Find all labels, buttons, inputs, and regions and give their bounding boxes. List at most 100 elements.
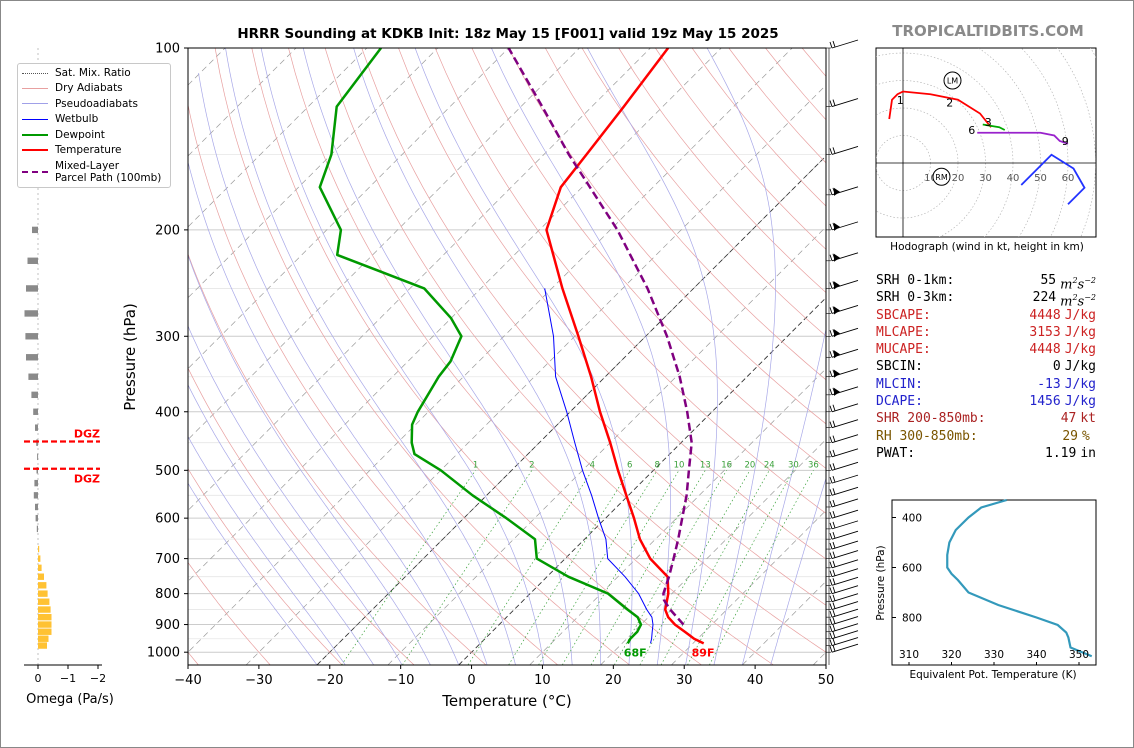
wind-barb: [829, 559, 859, 569]
parameter-unit: J/kg: [1064, 324, 1096, 340]
parameter-row: SRH 0-1km: 55 m2s−2: [876, 272, 1096, 292]
legend-swatch: [22, 103, 48, 105]
mixing-ratio-line: [687, 470, 794, 665]
parameter-value: 4448: [1029, 307, 1061, 323]
wind-barb-feather: [832, 281, 836, 288]
wind-barb-feather: [832, 532, 836, 539]
hodograph-height-label: 1: [897, 94, 904, 107]
hodograph-frame: [875, 47, 1097, 238]
omega-bar: [35, 514, 38, 522]
wind-barb-flag: [834, 387, 840, 396]
pseudoadiabat-line: [188, 384, 374, 665]
wind-barb-feather: [832, 40, 836, 48]
omega-bar: [38, 582, 47, 589]
omega-bar: [38, 564, 42, 572]
x-tick-label: 40: [747, 673, 764, 688]
parameter-row: SRH 0-3km: 224 m2s−2: [876, 289, 1096, 309]
wind-barb: [829, 280, 859, 290]
omega-bar: [31, 391, 38, 399]
skewt-background-lines: [188, 48, 826, 665]
series-line-temperature: [545, 48, 705, 645]
y-axis-label: Pressure (hPa): [121, 303, 139, 411]
wind-barb: [829, 252, 859, 262]
wind-barbs: [826, 39, 859, 665]
hodograph-trace: [982, 123, 1006, 131]
omega-bar: [38, 628, 52, 635]
pseudoadiabat-line: [706, 48, 776, 665]
parameter-label: SHR 200-850mb:: [876, 411, 986, 427]
wind-barb-feather: [832, 631, 836, 638]
wind-barb-feather: [832, 420, 836, 427]
parameters-table: SRH 0-1km: 55 m2s−2 SRH 0-3km: 224 m2s−2 SBCAP…: [876, 272, 1096, 462]
wind-barb-feather: [829, 522, 833, 530]
wind-barb-feather: [832, 329, 836, 336]
parameter-value: 4448: [1029, 342, 1061, 358]
wind-barb: [829, 601, 859, 610]
wind-barb-staff: [831, 498, 859, 508]
hodograph-height-label: 3: [985, 116, 992, 129]
theta-e-x-tick-label: 320: [941, 649, 961, 661]
x-tick-label: −30: [245, 673, 272, 688]
legend-item: Temperature: [22, 143, 122, 157]
wind-barb: [829, 327, 859, 338]
omega-bar: [38, 598, 50, 605]
y-tick-label: 100: [155, 42, 180, 57]
wind-barb-feather: [829, 639, 833, 646]
hodograph-marker-label: LM: [947, 77, 958, 86]
wind-barb-flag: [834, 350, 840, 359]
wind-barb-staff: [831, 461, 859, 471]
isotherm-line: [529, 368, 826, 665]
wind-barb-feather: [829, 436, 833, 443]
brand-watermark: TROPICALTIDBITS.COM: [892, 22, 1084, 40]
isotherm-line: [458, 297, 826, 665]
wind-barb-feather: [832, 551, 836, 558]
dry-adiabat-line: [214, 48, 630, 665]
omega-bar: [24, 310, 38, 317]
parameter-value: 224: [1032, 290, 1057, 306]
wind-barb-feather: [832, 99, 836, 106]
x-tick-label: −40: [174, 673, 201, 688]
legend-label: Pseudoadiabats: [55, 97, 138, 110]
wind-barb-feather: [829, 282, 833, 289]
wind-barb-feather: [829, 307, 833, 314]
parameter-value: 55: [1040, 273, 1057, 288]
dry-adiabat-line: [361, 48, 826, 606]
hodograph-height-label: 2: [946, 97, 953, 110]
hodograph-tick-label: 20: [952, 173, 965, 184]
mixing-ratio-labels: 1 2 4 6 8 10 13 16 20 24 30 36: [473, 460, 819, 470]
omega-bar: [38, 573, 44, 580]
omega-bar: [36, 439, 38, 446]
wind-barb-feather: [832, 610, 836, 617]
dry-adiabat-line: [251, 48, 702, 665]
omega-bar: [37, 453, 39, 461]
wind-barb-flag: [834, 281, 840, 290]
parameter-unit: J/kg: [1064, 394, 1096, 410]
legend-swatch: [22, 133, 48, 136]
legend-swatch: [22, 149, 48, 151]
wind-barb: [829, 498, 859, 508]
hodograph-height-label: 6: [968, 124, 975, 137]
wind-barb-staff: [831, 550, 859, 560]
wind-barb: [829, 637, 859, 646]
wind-barb-staff: [831, 630, 859, 640]
mixing-ratio-label: 30: [788, 460, 799, 470]
wind-barb: [829, 585, 859, 595]
wind-barb-feather: [829, 254, 833, 261]
parameter-label: SRH 0-1km:: [876, 273, 955, 288]
wind-barb: [829, 630, 859, 640]
wind-barb-staff: [831, 601, 859, 610]
wind-barb-feather: [829, 464, 833, 471]
wind-barb-staff: [831, 540, 859, 550]
wind-barb: [829, 520, 859, 530]
pseudoadiabat-line: [188, 482, 318, 665]
legend-item: Mixed-Layer Parcel Path (100mb): [22, 158, 161, 186]
theta-e-x-tick-label: 350: [1069, 649, 1089, 661]
mixing-ratio-line: [467, 470, 593, 665]
mixing-ratio-line: [709, 470, 814, 665]
wind-barb-feather: [829, 603, 833, 610]
wind-barb: [829, 186, 859, 196]
wind-barb-feather: [832, 602, 836, 609]
parameter-row: MLCIN: -13 J/kg: [876, 376, 1096, 393]
wind-barb-feather: [829, 570, 833, 577]
